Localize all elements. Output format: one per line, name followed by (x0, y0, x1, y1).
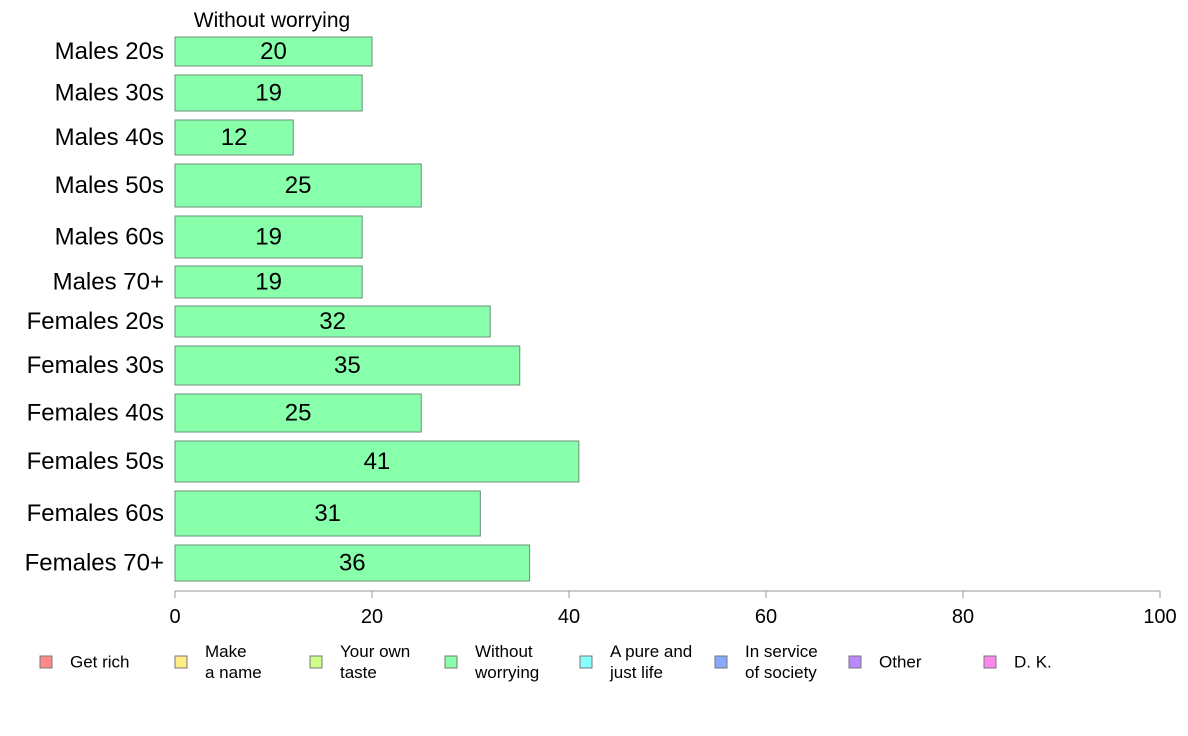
chart-title: Without worrying (194, 9, 350, 32)
bar (174, 74, 363, 112)
bar (174, 393, 422, 433)
x-axis: 0 20 40 60 80 100 (169, 590, 1177, 628)
bar (174, 440, 580, 483)
legend-swatch (983, 655, 997, 669)
legend-swatch (309, 655, 323, 669)
legend-label: a name (205, 663, 262, 682)
x-tick-label: 100 (1143, 606, 1176, 628)
category-label: Males 70+ (53, 269, 164, 296)
bar-value-label: 36 (339, 550, 366, 577)
x-tick-label: 40 (558, 606, 580, 628)
legend-swatch (579, 655, 593, 669)
legend-label: A pure and (610, 642, 692, 661)
bar-value-label: 19 (255, 80, 282, 107)
legend-label: just life (609, 663, 663, 682)
bar-value-label: 35 (334, 352, 361, 379)
legend-label: taste (340, 663, 377, 682)
category-label: Males 40s (55, 124, 164, 151)
legend-label: In service (745, 642, 818, 661)
category-label: Females 30s (27, 352, 164, 379)
legend-swatch (714, 655, 728, 669)
category-label: Females 60s (27, 500, 164, 527)
bar-value-label: 31 (314, 500, 341, 527)
legend-label: Other (879, 653, 922, 672)
legend: Get rich Make a name Your own taste Without wo… (39, 642, 1052, 682)
bar-value-label: 12 (221, 124, 248, 151)
bar (174, 544, 531, 582)
category-label: Females 70+ (25, 550, 164, 577)
legend-swatch (39, 655, 53, 669)
bar-value-label: 41 (364, 448, 391, 475)
legend-swatch (444, 655, 458, 669)
bar-value-label: 25 (285, 172, 312, 199)
bar (174, 305, 491, 338)
category-label: Males 20s (55, 38, 164, 65)
bar (174, 119, 294, 156)
legend-label: Get rich (70, 653, 130, 672)
bar (174, 490, 481, 537)
bar (174, 265, 363, 299)
bar (174, 163, 422, 208)
bar (174, 36, 373, 67)
legend-swatch (848, 655, 862, 669)
x-tick-label: 80 (952, 606, 974, 628)
bar-value-label: 25 (285, 400, 312, 427)
category-label: Males 50s (55, 172, 164, 199)
bar-value-label: 19 (255, 269, 282, 296)
bars-group: Males 20s 20 Males 30s 19 Males 40s 12 Males 5… (25, 36, 580, 582)
x-tick-label: 0 (169, 606, 180, 628)
bar (174, 345, 521, 386)
bar-value-label: 20 (260, 38, 287, 65)
bar-value-label: 32 (319, 308, 346, 335)
legend-label: Without (475, 642, 533, 661)
legend-label: Your own (340, 642, 410, 661)
legend-label: Make (205, 642, 247, 661)
category-label: Males 60s (55, 224, 164, 251)
category-label: Males 30s (55, 80, 164, 107)
bar (174, 215, 363, 259)
legend-label: of society (745, 663, 817, 682)
x-tick-label: 20 (361, 606, 383, 628)
legend-label: worrying (474, 663, 539, 682)
category-label: Females 40s (27, 400, 164, 427)
legend-swatch (174, 655, 188, 669)
legend-label: D. K. (1014, 653, 1052, 672)
bar-value-label: 19 (255, 224, 282, 251)
category-label: Females 50s (27, 448, 164, 475)
x-tick-label: 60 (755, 606, 777, 628)
category-label: Females 20s (27, 308, 164, 335)
